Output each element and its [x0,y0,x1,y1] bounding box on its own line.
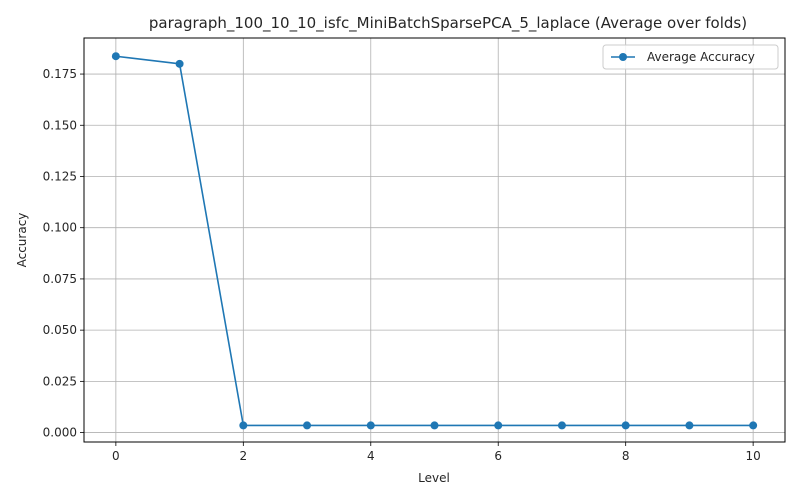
data-point [111,52,120,61]
y-tick-label: 0.175 [43,67,77,81]
chart-title: paragraph_100_10_10_isfc_MiniBatchSparse… [149,14,747,33]
series-layer [111,52,758,430]
x-tick-label: 6 [494,449,502,463]
x-tick-label: 4 [367,449,375,463]
x-tick-label: 2 [239,449,247,463]
data-point [175,59,184,68]
data-point [685,421,694,430]
y-tick-label: 0.000 [43,426,77,440]
data-point [749,421,758,430]
legend: Average Accuracy [602,44,779,70]
y-tick-label: 0.125 [43,169,77,183]
y-tick-label: 0.025 [43,374,77,388]
data-point [557,421,566,430]
x-tick-label: 10 [745,449,760,463]
data-point [303,421,312,430]
y-axis-label: Accuracy [15,213,29,268]
legend-label: Average Accuracy [647,50,755,64]
data-point [239,421,248,430]
y-tick-label: 0.100 [43,221,77,235]
x-axis-label: Level [418,471,450,485]
y-tick-label: 0.150 [43,118,77,132]
x-tick-label: 0 [112,449,120,463]
data-point [494,421,503,430]
grid [84,38,785,442]
x-tick-label: 8 [622,449,630,463]
y-tick-label: 0.075 [43,272,77,286]
y-tick-label: 0.050 [43,323,77,337]
ticks: 0 2 4 6 8 10 0.000 0.025 0.050 0.075 0.100 0.125 0.1… [43,67,761,463]
legend-box [602,44,779,70]
legend-marker [619,53,627,61]
data-point [430,421,439,430]
plot-frame [83,37,786,443]
data-point [366,421,375,430]
data-point [621,421,630,430]
